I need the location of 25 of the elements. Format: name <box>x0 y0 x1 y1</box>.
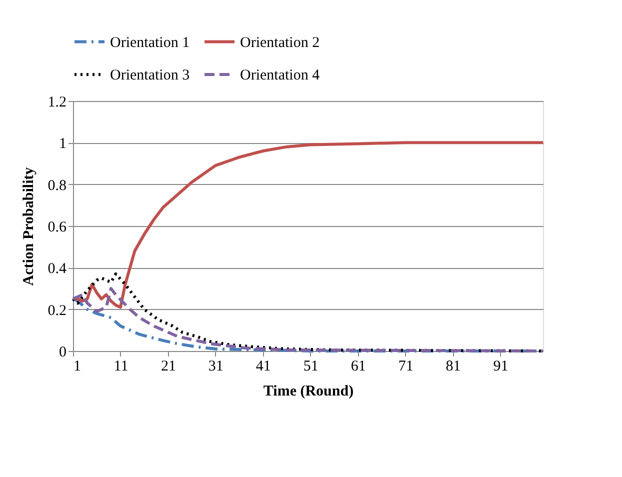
x-tick-label: 61 <box>350 358 366 374</box>
legend-label: Orientation 2 <box>240 34 320 51</box>
legend-label: Orientation 1 <box>110 34 190 51</box>
x-axis-title: Time (Round) <box>263 384 354 400</box>
line-series <box>72 287 544 352</box>
y-tick-label: 0.8 <box>48 178 66 194</box>
x-tick-label: 71 <box>398 358 414 374</box>
x-tick-label: 91 <box>493 358 508 374</box>
y-tick-label: 1 <box>59 136 66 152</box>
x-tick-label: 1 <box>74 358 81 374</box>
x-tick-label: 31 <box>208 358 224 374</box>
legend-label: Orientation 3 <box>110 68 190 84</box>
y-tick-label: 0.2 <box>48 302 66 319</box>
y-tick-label: 0.4 <box>48 261 67 278</box>
y-tick-label: 1.2 <box>48 94 66 110</box>
x-tick-label: 81 <box>446 358 461 374</box>
y-tick-label: 0 <box>59 344 66 360</box>
x-tick-label: 51 <box>303 358 318 374</box>
x-tick-label: 11 <box>114 358 128 374</box>
y-axis-title: Action Probability <box>20 166 37 286</box>
x-tick-label: 41 <box>256 358 271 374</box>
y-tick-label: 0.6 <box>48 220 67 236</box>
legend-label: Orientation 4 <box>240 68 320 84</box>
x-tick-label: 21 <box>160 358 176 374</box>
line-series <box>72 141 544 309</box>
